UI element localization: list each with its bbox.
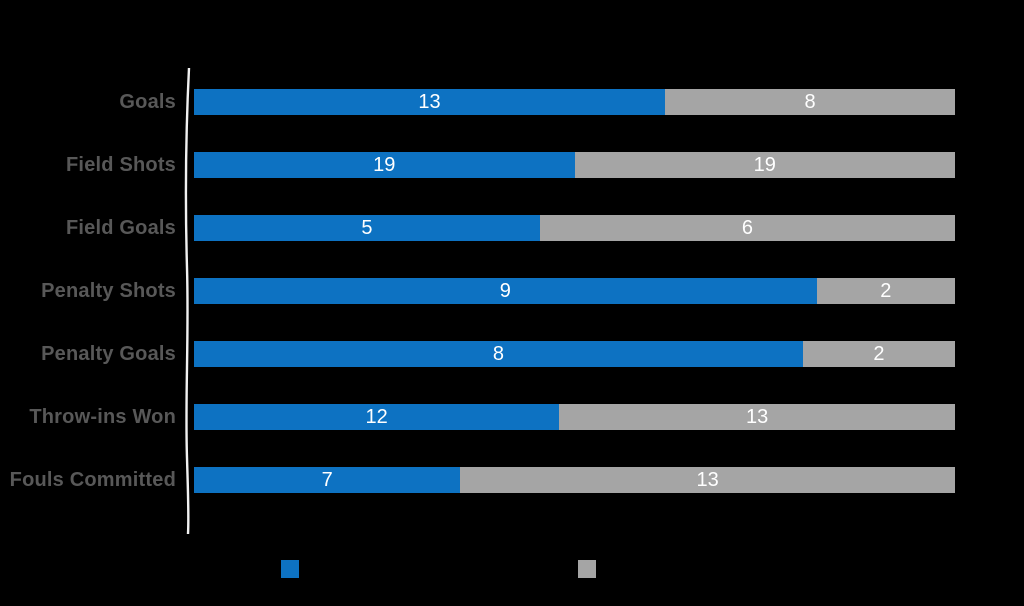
legend-swatch-blue xyxy=(281,560,299,578)
bar-segment-gray: 2 xyxy=(816,278,955,304)
chart-row: Fouls Committed 7 13 xyxy=(0,467,955,493)
legend xyxy=(0,560,1024,578)
category-label: Penalty Goals xyxy=(41,343,176,365)
bar-value-label: 19 xyxy=(373,154,396,176)
bar-value-label: 8 xyxy=(492,343,504,365)
bar-stack: 12 13 xyxy=(194,404,955,430)
bar-segment-gray: 8 xyxy=(665,89,955,115)
bar-value-label: 13 xyxy=(418,91,441,113)
bar-value-label: 8 xyxy=(804,91,816,113)
chart-row: Field Shots 19 19 xyxy=(0,152,955,178)
bar-segment-blue: 19 xyxy=(194,152,575,178)
bar-value-label: 13 xyxy=(746,406,769,428)
legend-item-series-2 xyxy=(578,560,606,578)
category-label: Goals xyxy=(119,91,176,113)
bar-value-label: 12 xyxy=(365,406,388,428)
bar-value-label: 5 xyxy=(361,217,373,239)
bar-segment-blue: 12 xyxy=(194,404,560,430)
bar-stack: 13 8 xyxy=(194,89,955,115)
bar-segment-blue: 8 xyxy=(194,341,803,367)
chart-row: Field Goals 5 6 xyxy=(0,215,955,241)
bar-segment-blue: 5 xyxy=(194,215,540,241)
y-axis-line xyxy=(184,68,191,534)
bar-segment-blue: 9 xyxy=(194,278,817,304)
bar-stack: 19 19 xyxy=(194,152,955,178)
bar-stack: 7 13 xyxy=(194,467,955,493)
bar-value-label: 19 xyxy=(753,154,776,176)
bar-segment-gray: 13 xyxy=(460,467,955,493)
category-label: Fouls Committed xyxy=(9,469,176,491)
bar-value-label: 2 xyxy=(880,280,892,302)
legend-item-series-1 xyxy=(281,560,309,578)
bar-value-label: 2 xyxy=(873,343,885,365)
bar-value-label: 7 xyxy=(321,469,333,491)
category-label: Field Goals xyxy=(65,217,176,239)
bar-value-label: 6 xyxy=(741,217,753,239)
bar-segment-gray: 19 xyxy=(574,152,955,178)
bar-segment-gray: 13 xyxy=(559,404,955,430)
category-label: Throw-ins Won xyxy=(29,406,176,428)
bar-segment-blue: 13 xyxy=(194,89,666,115)
chart-row: Penalty Shots 9 2 xyxy=(0,278,955,304)
bar-value-label: 9 xyxy=(499,280,511,302)
bar-segment-blue: 7 xyxy=(194,467,461,493)
bar-value-label: 13 xyxy=(696,469,719,491)
category-label: Field Shots xyxy=(66,154,176,176)
category-label: Penalty Shots xyxy=(41,280,176,302)
chart-row: Goals 13 8 xyxy=(0,89,955,115)
bar-segment-gray: 2 xyxy=(802,341,955,367)
bar-segment-gray: 6 xyxy=(539,215,955,241)
chart-row: Penalty Goals 8 2 xyxy=(0,341,955,367)
legend-swatch-gray xyxy=(578,560,596,578)
chart-row: Throw-ins Won 12 13 xyxy=(0,404,955,430)
